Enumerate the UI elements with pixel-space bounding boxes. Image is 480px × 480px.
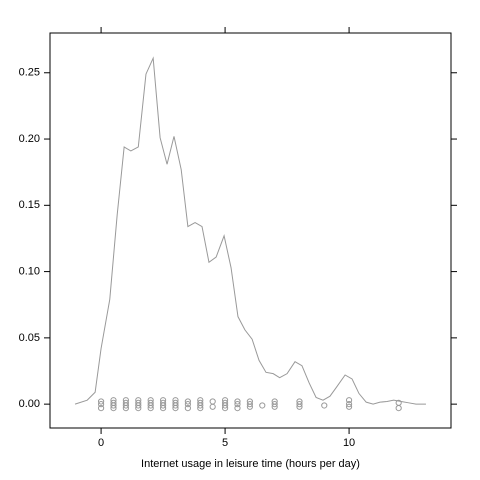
rug-point xyxy=(296,403,303,410)
rug-point xyxy=(110,402,117,409)
rug-point xyxy=(246,403,253,410)
panel-border xyxy=(49,32,452,429)
rug-point xyxy=(246,401,253,408)
rug-point xyxy=(345,403,353,410)
rug-point xyxy=(345,397,353,404)
x-axis-label: Internet usage in leisure time (hours pe… xyxy=(141,458,360,470)
rug-point xyxy=(122,405,129,412)
rug-point xyxy=(184,405,191,412)
rug-point xyxy=(271,403,278,410)
rug-point xyxy=(97,401,105,408)
y-tick-label: 0.10 xyxy=(19,265,40,277)
rug-point xyxy=(345,401,353,408)
rug-point xyxy=(147,402,154,409)
y-tick-label: 0.05 xyxy=(19,332,40,344)
rug-point xyxy=(271,401,278,408)
rug-point xyxy=(159,405,167,412)
rug-point xyxy=(135,405,142,412)
rug-point xyxy=(110,405,117,412)
y-tick-label: 0.20 xyxy=(19,133,40,145)
rug-point xyxy=(209,398,216,405)
rug-point xyxy=(147,405,154,412)
rug-point xyxy=(172,402,179,409)
density-line xyxy=(74,56,426,405)
rug-point xyxy=(97,398,105,405)
rug-point xyxy=(135,402,142,409)
y-tick-label: 0.00 xyxy=(19,398,40,410)
x-tick-label: 10 xyxy=(343,437,355,449)
rug-point xyxy=(172,405,179,412)
rug-point xyxy=(159,402,167,409)
y-tick-label: 0.25 xyxy=(19,67,40,79)
rug-point xyxy=(197,402,204,409)
rug-point xyxy=(234,405,241,412)
rug-point xyxy=(296,401,303,408)
rug-point xyxy=(209,403,216,410)
rug-point xyxy=(197,405,204,412)
rug-point xyxy=(321,402,328,409)
rug-point xyxy=(395,405,402,412)
rug-point xyxy=(234,398,241,405)
rug-point xyxy=(184,398,191,405)
x-tick-label: 5 xyxy=(222,437,228,449)
rug-point xyxy=(234,401,241,408)
rug-point xyxy=(221,405,229,412)
rug-point xyxy=(221,402,229,409)
rug-point xyxy=(122,402,129,409)
rug-point xyxy=(97,405,105,412)
rug-point xyxy=(184,401,191,408)
x-tick-label: 0 xyxy=(98,437,104,449)
y-tick-label: 0.15 xyxy=(19,199,40,211)
rug-point xyxy=(259,402,266,409)
